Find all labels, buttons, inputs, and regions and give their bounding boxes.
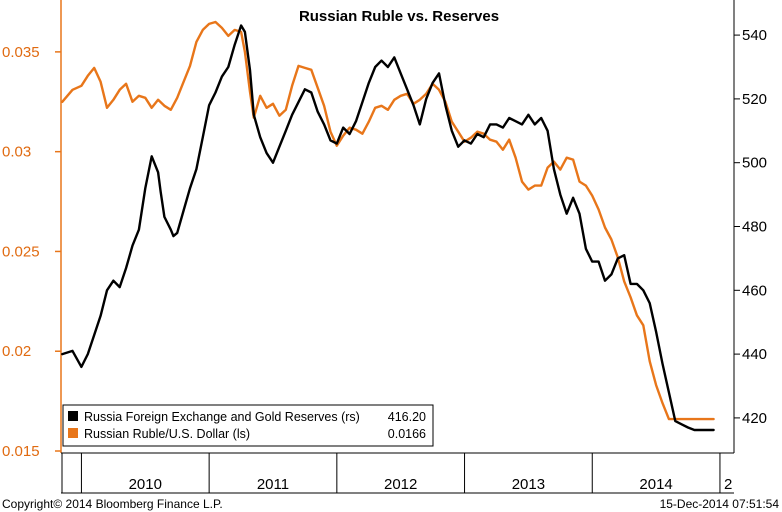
right-tick-label: 500	[742, 155, 767, 172]
x-tick-label: 2014	[639, 476, 672, 493]
legend: Russia Foreign Exchange and Gold Reserve…	[62, 404, 434, 447]
left-tick-label: 0.015	[2, 443, 40, 460]
x-tick-label: 2013	[512, 476, 545, 493]
legend-swatch-ruble	[68, 428, 78, 438]
timestamp-text: 15-Dec-2014 07:51:54	[660, 497, 780, 511]
x-tick-label: 2011	[257, 476, 289, 493]
series-line-ruble	[61, 20, 715, 421]
series-line-reserves	[61, 24, 715, 432]
right-tick-label: 460	[742, 282, 767, 299]
right-tick-label: 480	[742, 219, 767, 236]
x-tick-label: 2010	[129, 476, 162, 493]
right-tick-label: 540	[742, 27, 767, 44]
left-tick-label: 0.02	[2, 343, 31, 360]
right-tick-label: 520	[742, 91, 767, 108]
legend-swatch-reserves	[68, 411, 78, 421]
left-tick-label: 0.025	[2, 243, 40, 260]
axis-ticks: 0.015 0.02 0.025 0.03 0.035 420 440 460 480 500 52…	[2, 27, 767, 493]
copyright-text: Copyright© 2014 Bloomberg Finance L.P.	[2, 497, 223, 511]
legend-value-ruble: 0.0166	[388, 427, 426, 441]
legend-value-reserves: 416.20	[388, 410, 426, 424]
right-tick-label: 420	[742, 410, 767, 427]
legend-label-reserves: Russia Foreign Exchange and Gold Reserve…	[84, 410, 360, 424]
legend-box	[62, 404, 434, 447]
right-tick-label: 440	[742, 346, 767, 363]
left-tick-label: 0.035	[2, 44, 40, 61]
chart-title: Russian Ruble vs. Reserves	[299, 8, 499, 25]
x-tick-label: 2	[724, 476, 732, 493]
left-tick-label: 0.03	[2, 144, 31, 161]
legend-label-ruble: Russian Ruble/U.S. Dollar (ls)	[84, 427, 250, 441]
series-lines	[61, 20, 715, 432]
x-tick-label: 2012	[384, 476, 417, 493]
